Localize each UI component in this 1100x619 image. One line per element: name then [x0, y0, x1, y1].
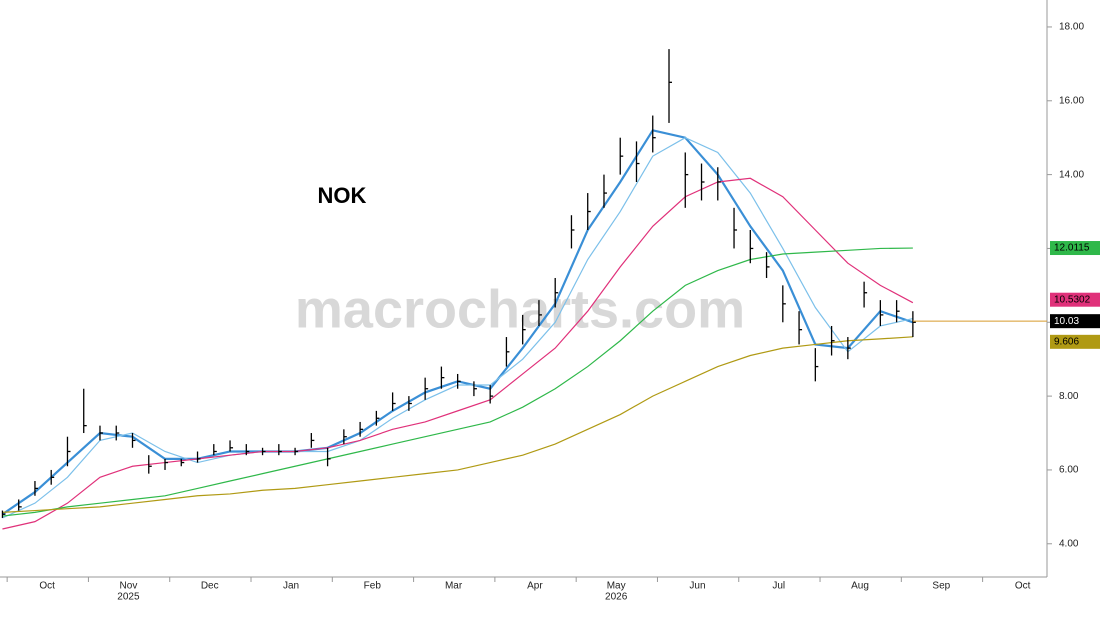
y-tick-label: 8.00 — [1059, 391, 1079, 402]
last-value-box — [1050, 241, 1100, 256]
last-value-label: 12.0115 — [1054, 243, 1090, 254]
last-value-label: 10.5302 — [1054, 294, 1091, 305]
x-tick-label: May — [607, 581, 626, 592]
x-tick-label: Jan — [283, 581, 299, 592]
x-tick-label: Jul — [772, 581, 785, 592]
watermark: macrocharts.com — [295, 279, 745, 339]
x-tick-label: Jun — [689, 581, 705, 592]
y-tick-label: 6.00 — [1059, 465, 1079, 476]
price-label: 10.03 — [1054, 316, 1079, 327]
x-tick-label: Dec — [201, 581, 219, 592]
last-value-label: 9.606 — [1054, 336, 1079, 347]
moving-average — [2, 247, 913, 517]
y-tick-label: 14.00 — [1059, 169, 1084, 180]
x-tick-label: Oct — [1015, 581, 1031, 592]
year-label: 2025 — [117, 592, 140, 603]
last-value-box — [1050, 292, 1100, 307]
year-label: 2026 — [605, 592, 628, 603]
y-tick-label: 16.00 — [1059, 95, 1084, 106]
x-tick-label: Nov — [120, 581, 138, 592]
x-tick-label: Apr — [527, 581, 543, 592]
x-tick-label: Sep — [932, 581, 950, 592]
x-tick-label: Aug — [851, 581, 869, 592]
last-value-box — [1050, 334, 1100, 349]
moving-average — [2, 177, 914, 530]
y-tick-label: 18.00 — [1059, 22, 1084, 33]
x-tick-label: Mar — [445, 581, 463, 592]
x-tick-label: Oct — [39, 581, 55, 592]
chart-title: NOK — [318, 183, 367, 208]
moving-average — [2, 336, 913, 513]
x-tick-label: Feb — [364, 581, 382, 592]
y-tick-label: 4.00 — [1059, 538, 1079, 549]
price-label-box — [1050, 314, 1100, 329]
